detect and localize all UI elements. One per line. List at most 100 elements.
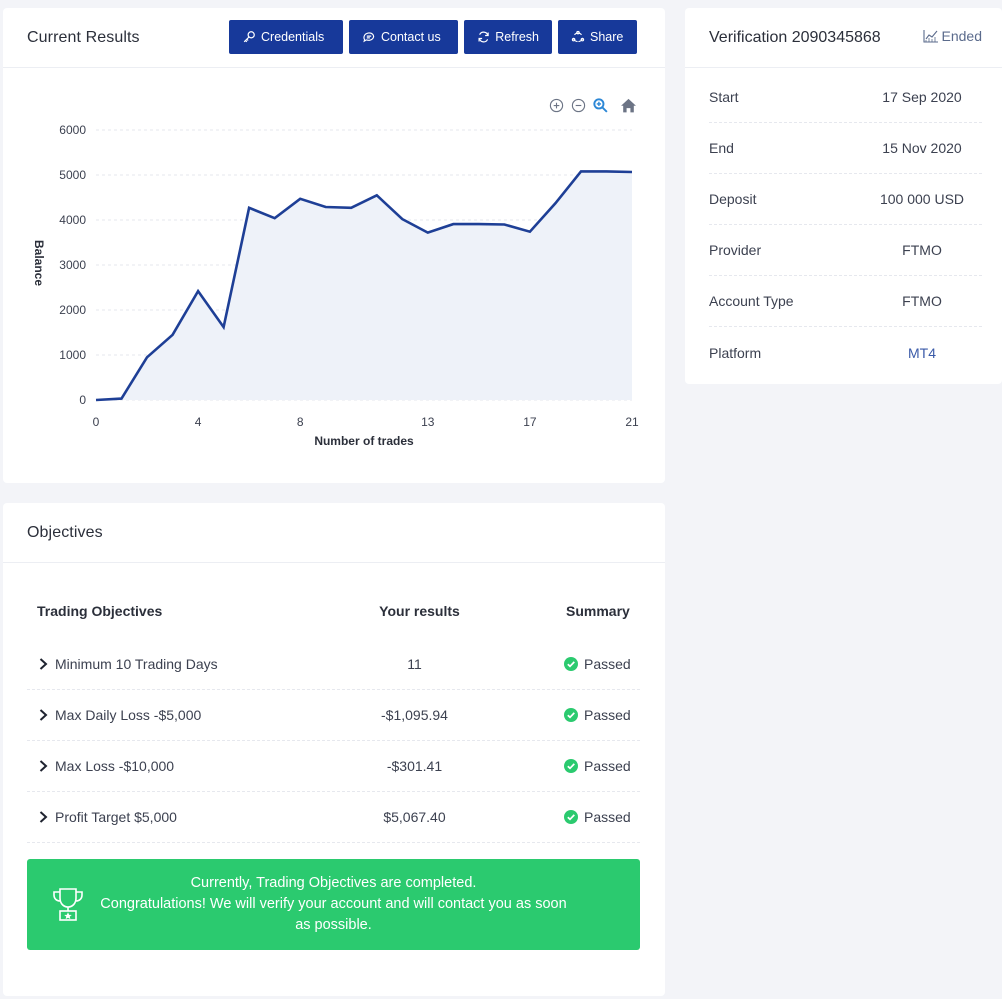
objective-cell: Max Daily Loss -$5,000 <box>27 707 347 723</box>
share-icon <box>571 30 585 43</box>
objective-label: Max Loss -$10,000 <box>55 758 175 774</box>
verification-header: Verification 2090345868 Ended <box>685 8 1002 68</box>
y-tick-label: 5000 <box>59 168 86 182</box>
objective-row[interactable]: Minimum 10 Trading Days 11 Passed <box>27 639 640 690</box>
summary-cell: Passed <box>482 809 640 825</box>
detail-row-account-type: Account Type FTMO <box>709 276 982 327</box>
detail-row-end: End 15 Nov 2020 <box>709 123 982 174</box>
check-circle-icon <box>564 657 578 671</box>
summary-status: Passed <box>584 758 631 774</box>
detail-value: FTMO <box>902 242 942 258</box>
y-tick-label: 4000 <box>59 213 86 227</box>
home-icon[interactable] <box>619 96 637 114</box>
magnifier-icon[interactable] <box>591 96 609 114</box>
verification-title: Verification 2090345868 <box>709 28 881 46</box>
success-banner: Currently, Trading Objectives are comple… <box>27 859 640 950</box>
refresh-icon <box>478 31 489 43</box>
column-header-summary: Summary <box>566 603 630 619</box>
share-button-label: Share <box>590 30 624 44</box>
current-results-card: Current Results Credentials Contact us R… <box>3 8 665 483</box>
chart-toolbar <box>547 96 637 114</box>
summary-cell: Passed <box>482 707 640 723</box>
objectives-table: Trading Objectives Your results Summary … <box>27 583 640 843</box>
x-axis-label: Number of trades <box>314 434 414 448</box>
refresh-button-label: Refresh <box>495 30 539 44</box>
detail-row-provider: Provider FTMO <box>709 225 982 276</box>
current-results-header: Current Results Credentials Contact us R… <box>3 8 665 68</box>
verification-card: Verification 2090345868 Ended Start 17 S… <box>685 8 1002 384</box>
chevron-right-icon[interactable] <box>37 708 49 722</box>
detail-row-start: Start 17 Sep 2020 <box>709 72 982 123</box>
objectives-header: Objectives <box>3 503 665 563</box>
column-header-results: Your results <box>379 603 460 619</box>
results-toolbar: Credentials Contact us Refresh Share <box>229 20 637 54</box>
zoom-in-icon[interactable] <box>547 96 565 114</box>
detail-row-deposit: Deposit 100 000 USD <box>709 174 982 225</box>
y-tick-label: 0 <box>79 393 86 407</box>
chevron-right-icon[interactable] <box>37 759 49 773</box>
objective-result: -$301.41 <box>386 758 443 774</box>
x-tick-label: 4 <box>195 415 202 429</box>
current-results-title: Current Results <box>27 28 140 46</box>
objective-result: 11 <box>407 656 422 672</box>
contact-us-button[interactable]: Contact us <box>349 20 458 54</box>
x-tick-label: 13 <box>421 415 435 429</box>
x-tick-label: 0 <box>93 415 100 429</box>
chevron-right-icon[interactable] <box>37 657 49 671</box>
status-label: Ended <box>941 28 982 44</box>
detail-label: End <box>709 140 734 156</box>
summary-status: Passed <box>584 707 631 723</box>
verification-details: Start 17 Sep 2020 End 15 Nov 2020 Deposi… <box>685 72 1002 378</box>
chart-line-icon <box>922 30 938 43</box>
x-tick-label: 17 <box>523 415 537 429</box>
summary-cell: Passed <box>482 758 640 774</box>
detail-row-platform: Platform MT4 <box>709 327 982 378</box>
detail-label: Account Type <box>709 293 794 309</box>
summary-status: Passed <box>584 656 631 672</box>
zoom-out-icon[interactable] <box>569 96 587 114</box>
detail-value: FTMO <box>902 293 942 309</box>
platform-link[interactable]: MT4 <box>908 344 936 361</box>
objective-label: Max Daily Loss -$5,000 <box>55 707 202 723</box>
detail-label: Start <box>709 89 739 105</box>
objective-row[interactable]: Max Daily Loss -$5,000 -$1,095.94 Passed <box>27 690 640 741</box>
summary-status: Passed <box>584 809 631 825</box>
objective-row[interactable]: Max Loss -$10,000 -$301.41 Passed <box>27 741 640 792</box>
key-icon <box>243 31 255 43</box>
balance-chart: 0 1000 2000 3000 4000 5000 6000 0 4 8 13 17 21 Number… <box>32 123 639 448</box>
objective-row[interactable]: Profit Target $5,000 $5,067.40 Passed <box>27 792 640 843</box>
y-tick-label: 1000 <box>59 348 86 362</box>
chevron-right-icon[interactable] <box>37 810 49 824</box>
detail-label: Provider <box>709 242 762 258</box>
banner-line-3: as possible. <box>295 917 372 933</box>
status-badge: Ended <box>922 28 982 44</box>
detail-value: 17 Sep 2020 <box>882 89 962 105</box>
y-tick-label: 3000 <box>59 258 86 272</box>
x-tick-label: 8 <box>297 415 304 429</box>
share-button[interactable]: Share <box>558 20 637 54</box>
contact-us-button-label: Contact us <box>381 30 441 44</box>
objectives-card: Objectives Trading Objectives Your resul… <box>3 503 665 996</box>
detail-value: 100 000 USD <box>879 191 965 207</box>
summary-cell: Passed <box>482 656 640 672</box>
check-circle-icon <box>564 810 578 824</box>
objective-cell: Max Loss -$10,000 <box>27 758 347 774</box>
objective-result: -$1,095.94 <box>381 707 448 723</box>
balance-line <box>95 170 633 402</box>
y-axis-label: Balance <box>32 240 46 286</box>
balance-area <box>96 171 632 400</box>
objective-cell: Minimum 10 Trading Days <box>27 656 347 672</box>
column-header-objective: Trading Objectives <box>37 603 163 619</box>
credentials-button[interactable]: Credentials <box>229 20 343 54</box>
objectives-title: Objectives <box>27 523 103 541</box>
y-tick-label: 2000 <box>59 303 86 317</box>
detail-label: Platform <box>709 344 762 361</box>
banner-line-1: Currently, Trading Objectives are comple… <box>190 875 477 891</box>
detail-label: Deposit <box>709 191 757 207</box>
objective-label: Minimum 10 Trading Days <box>55 656 218 672</box>
refresh-button[interactable]: Refresh <box>464 20 552 54</box>
x-tick-label: 21 <box>625 415 639 429</box>
trophy-icon <box>51 886 85 929</box>
check-circle-icon <box>564 759 578 773</box>
objective-result: $5,067.40 <box>383 809 446 825</box>
